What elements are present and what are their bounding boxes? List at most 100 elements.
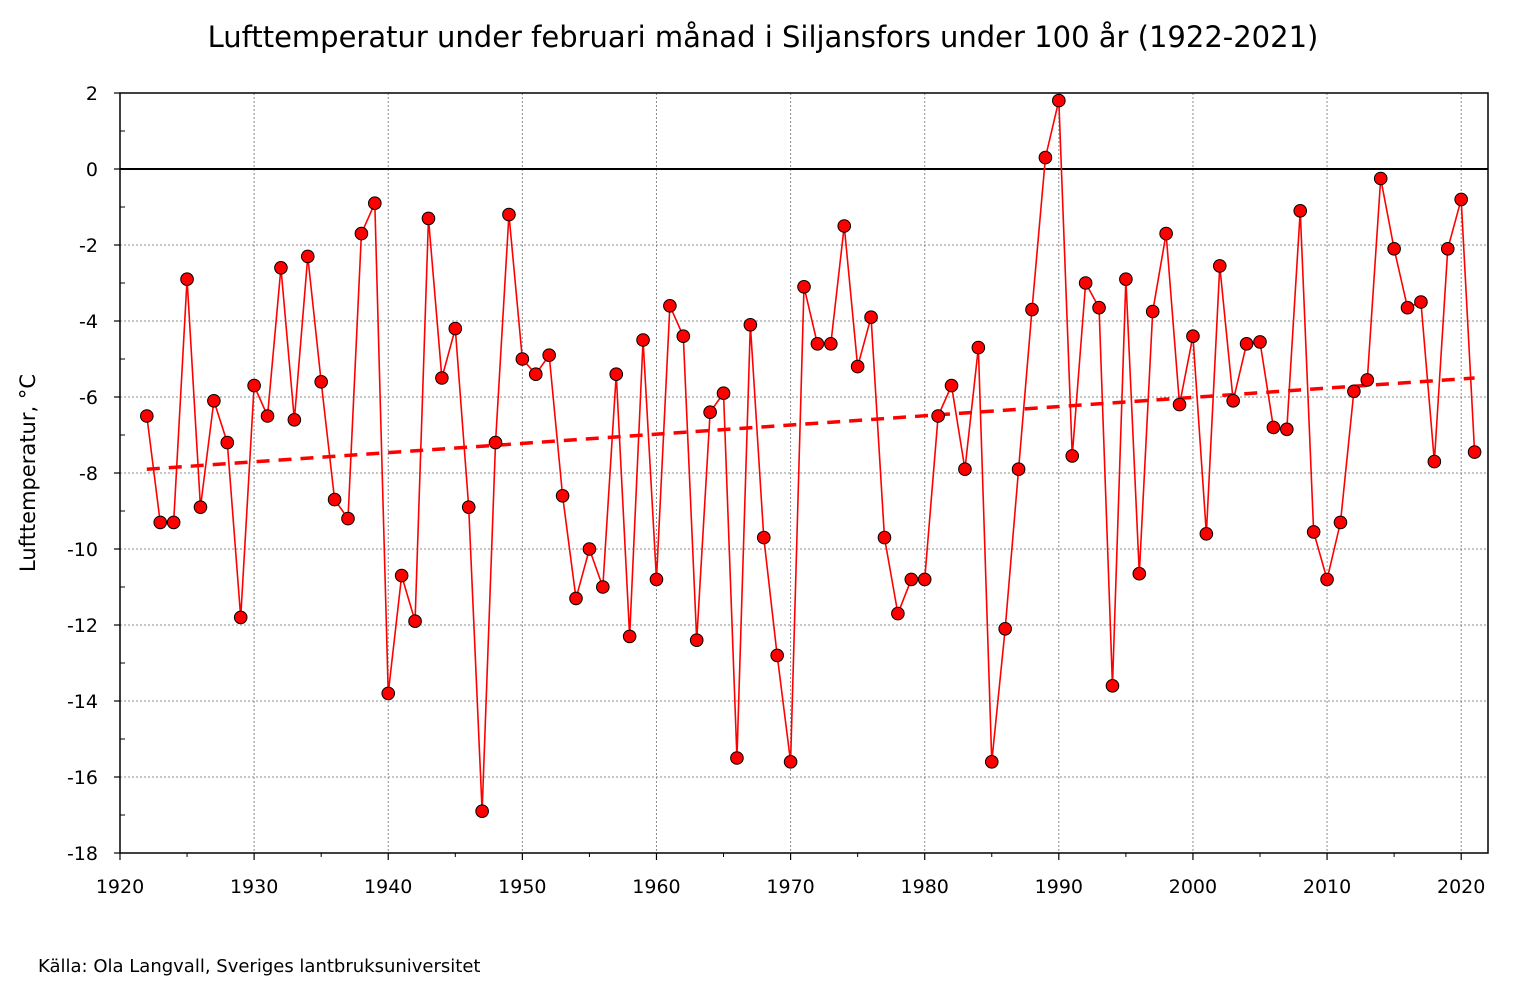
data-point [327,492,342,507]
y-tick-label: -4 [79,311,98,333]
data-point [944,378,959,393]
data-point [166,515,181,530]
data-point [233,610,248,625]
trend-group [146,376,1475,471]
y-tick-label: -14 [67,691,98,713]
data-point [274,261,288,275]
data-point [1145,304,1160,319]
data-point [931,409,945,423]
y-tick-label: 2 [86,83,98,105]
data-point [797,280,811,294]
data-point [1280,422,1294,437]
data-point [636,333,650,347]
data-point [783,755,798,769]
data-point [1306,525,1321,539]
source-note: Källa: Ola Langvall, Sveriges lantbruksu… [38,956,481,977]
data-point [689,633,704,648]
data-point [676,329,691,344]
data-point [1467,445,1482,459]
data-point [1400,300,1415,315]
data-point [314,375,328,389]
data-point [542,348,556,363]
data-point [300,249,315,264]
data-point [555,489,570,503]
data-point [448,321,463,336]
data-point [756,530,771,545]
trend-line [146,376,1475,471]
data-point [502,207,516,222]
x-tick-label: 2000 [1169,876,1217,898]
data-point [394,568,409,583]
y-tick-label: -18 [67,843,98,865]
data-point [703,405,717,420]
data-point [260,409,275,423]
data-point [917,572,932,587]
y-axis-label: Lufttemperatur, °C [16,374,40,572]
data-point [1172,397,1187,412]
x-tick-label: 2020 [1437,876,1485,898]
data-point [971,340,986,355]
data-point [528,367,543,382]
data-point [1387,242,1401,256]
data-point [488,435,503,450]
data-point [1427,454,1442,469]
data-point [408,614,422,629]
data-point [1092,300,1106,315]
data-point [730,751,744,765]
x-tick-label: 2010 [1303,876,1351,898]
data-point [1132,566,1147,581]
y-tick-label: -6 [79,387,98,409]
data-point [904,572,919,587]
data-point [891,606,905,621]
y-tick-label: -12 [67,615,98,637]
data-point [421,211,436,226]
data-point [193,500,208,515]
data-point [1266,420,1281,435]
x-tick-label: 1960 [632,876,680,898]
data-point [1065,449,1080,463]
data-point [609,367,624,382]
data-point [153,515,168,530]
data-point [207,394,221,408]
data-point [1239,337,1254,351]
data-point [140,409,154,423]
y-tick-label: -16 [67,767,98,789]
x-tick-label: 1980 [901,876,949,898]
x-tick-label: 1970 [766,876,814,898]
data-point [341,511,355,526]
data-point [824,337,838,351]
y-tick-label: -10 [67,539,98,561]
data-point [622,629,637,644]
y-tick-label: 0 [86,159,98,181]
x-tick-label: 1990 [1035,876,1083,898]
data-point [1454,192,1468,207]
data-point [1159,226,1173,241]
data-point [810,337,825,351]
data-point [475,804,489,819]
data-point [1025,302,1039,317]
data-point [1253,335,1267,349]
data-point [864,310,878,325]
data-point [743,318,758,332]
y-tick-label: -8 [79,463,98,485]
data-point [1186,329,1200,344]
x-tick-label: 1940 [364,876,412,898]
data-point [1320,572,1334,587]
data-point [368,196,382,210]
data-point [837,219,852,233]
data-point [1440,242,1455,256]
data-point [958,462,972,477]
data-point [1212,259,1227,273]
data-point [649,572,664,587]
data-point [180,272,194,287]
data-point [1199,527,1214,541]
data-point [569,591,583,606]
data-point [247,378,261,393]
data-point [1293,204,1308,218]
data-point [1333,515,1348,530]
x-tick-label: 1950 [498,876,546,898]
x-tick-label: 1920 [96,876,144,898]
data-point [515,352,530,366]
x-tick-label: 1930 [230,876,278,898]
data-point [1347,384,1361,399]
